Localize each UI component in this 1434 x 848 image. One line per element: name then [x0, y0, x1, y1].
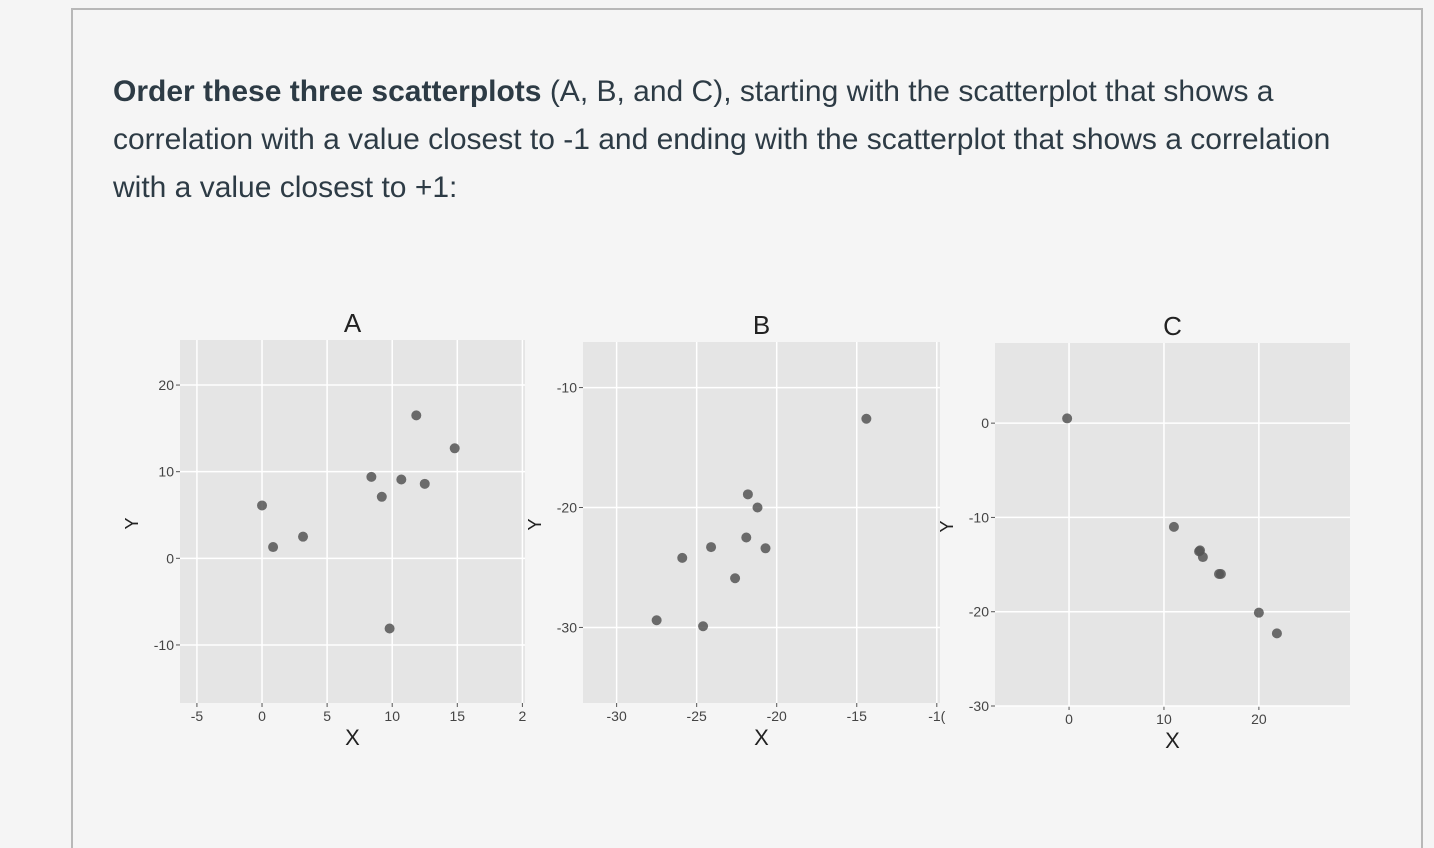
x-tick-label: -5 [191, 708, 204, 724]
point [741, 532, 752, 543]
point [760, 543, 771, 554]
x-axis-label: X [754, 725, 769, 750]
point [677, 552, 688, 563]
point [706, 542, 717, 553]
y-tick-label: 0 [981, 415, 989, 431]
x-tick-label: 10 [384, 708, 400, 724]
point [419, 478, 430, 489]
x-tick-label: 15 [450, 708, 466, 724]
y-tick-label: -20 [557, 500, 577, 516]
point [257, 500, 268, 511]
x-tick-label: 0 [258, 708, 266, 724]
y-tick-label: -10 [557, 380, 577, 396]
point [1062, 413, 1073, 424]
point [396, 474, 407, 485]
question-bold: Order these three scatterplots [113, 75, 542, 108]
x-tick-label: -25 [687, 708, 707, 724]
question-rest: (A, B, and C), starting with the scatter… [113, 75, 1331, 204]
point [1271, 628, 1282, 639]
y-tick-label: -30 [557, 619, 577, 635]
y-axis-label: Y [937, 520, 957, 532]
question-text: Order these three scatterplots (A, B, an… [113, 68, 1343, 212]
plot-group: -30 -25 -20 -15 -1( -30 -20 -10 [557, 342, 946, 724]
point [651, 615, 662, 626]
y-tick-label: -10 [969, 509, 989, 525]
point [366, 471, 377, 482]
point [742, 489, 753, 500]
x-axis-label: X [345, 725, 360, 750]
x-tick-label: 20 [1251, 711, 1267, 727]
x-tick-label: -15 [847, 708, 867, 724]
x-axis-label: X [1165, 728, 1180, 753]
y-axis-label: Y [122, 517, 142, 529]
chart-title: B [753, 310, 770, 340]
point [698, 621, 709, 632]
point [861, 413, 872, 424]
x-tick-label: 0 [1065, 711, 1073, 727]
x-tick-label: 2 [518, 708, 526, 724]
chart-title: A [344, 308, 362, 338]
x-tick-label: -1( [928, 708, 945, 724]
point [268, 542, 279, 553]
point [1215, 569, 1226, 579]
question-frame [71, 8, 1423, 848]
plot-group: 0 10 20 -30 -20 -10 0 [969, 343, 1350, 727]
point [411, 410, 422, 421]
plot-group: -5 0 5 10 15 2 -10 0 10 20 [154, 340, 526, 724]
y-tick-label: 20 [158, 377, 174, 393]
point [752, 502, 763, 513]
y-tick-label: 10 [158, 464, 174, 480]
plot-panel [180, 340, 525, 703]
point [298, 531, 309, 542]
y-tick-label: -20 [969, 604, 989, 620]
y-tick-label: -10 [154, 637, 174, 653]
point [449, 443, 460, 454]
chart-title: C [1163, 311, 1182, 341]
x-tick-label: 10 [1156, 711, 1172, 727]
x-tick-label: 5 [323, 708, 331, 724]
point [730, 573, 741, 584]
point [376, 491, 387, 502]
x-tick-label: -20 [767, 708, 787, 724]
x-tick-label: -30 [607, 708, 627, 724]
point [384, 623, 395, 634]
y-axis-label: Y [525, 518, 545, 530]
point [1197, 552, 1208, 563]
point [1168, 521, 1179, 532]
y-tick-label: 0 [166, 550, 174, 566]
y-tick-label: -30 [969, 698, 989, 714]
plot-panel [583, 342, 940, 703]
point [1253, 607, 1264, 618]
